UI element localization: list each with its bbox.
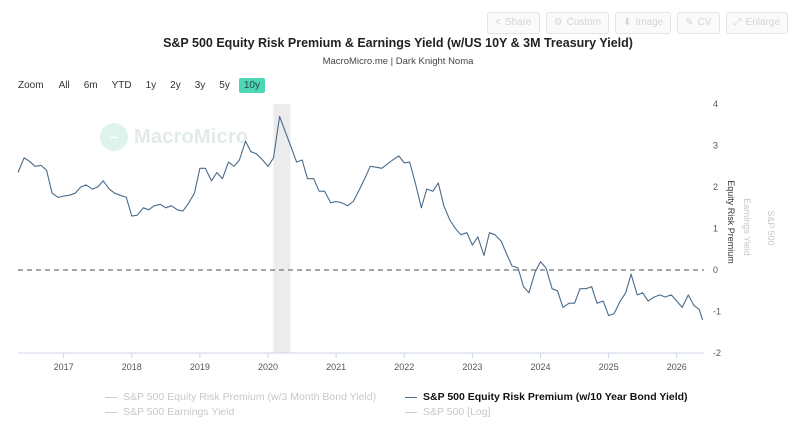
- y-tick-label: 1: [713, 224, 718, 234]
- legend-item-sp500-log[interactable]: S&P 500 [Log]: [405, 406, 491, 418]
- zoom-all-button[interactable]: All: [58, 80, 70, 91]
- gear-icon: ⚙: [553, 17, 563, 28]
- zoom-2y-button[interactable]: 2y: [170, 80, 181, 91]
- x-tick-label: 2025: [599, 362, 619, 372]
- x-tick-label: 2020: [258, 362, 278, 372]
- macromicro-logo-icon: ~: [100, 123, 128, 151]
- zoom-1y-button[interactable]: 1y: [145, 80, 157, 91]
- cv-button[interactable]: ✎ CV: [677, 12, 720, 34]
- x-tick-label: 2026: [667, 362, 687, 372]
- y-tick-label: 4: [713, 99, 718, 109]
- chart-toolbar: < Share ⚙ Custom ⬇ Image ✎ CV ⤢ Enlarge: [487, 12, 788, 34]
- share-button[interactable]: < Share: [487, 12, 540, 34]
- shaded-band: [273, 104, 291, 353]
- zoom-label: Zoom: [18, 80, 44, 91]
- zoom-bar: Zoom All 6m YTD 1y 2y 3y 5y 10y: [18, 78, 269, 93]
- y-axis-label-sp500: S&P 500: [766, 210, 776, 246]
- legend-item-earnings-yield[interactable]: S&P 500 Earnings Yield: [105, 406, 234, 418]
- zoom-5y-button[interactable]: 5y: [219, 80, 230, 91]
- zoom-ytd-button[interactable]: YTD: [111, 80, 132, 91]
- legend-item-erp-10y[interactable]: S&P 500 Equity Risk Premium (w/10 Year B…: [405, 391, 688, 403]
- zoom-3y-button[interactable]: 3y: [194, 80, 206, 91]
- zoom-10y-button[interactable]: 10y: [238, 78, 265, 93]
- zoom-6m-button[interactable]: 6m: [83, 80, 98, 91]
- x-tick-label: 2022: [394, 362, 414, 372]
- legend-label: S&P 500 Earnings Yield: [123, 406, 235, 418]
- pen-icon: ✎: [685, 17, 694, 28]
- expand-icon: ⤢: [733, 17, 742, 28]
- x-tick-label: 2018: [122, 362, 142, 372]
- y-tick-label: 3: [713, 141, 718, 151]
- enlarge-label: Enlarge: [745, 17, 780, 28]
- y-tick-label: 2: [713, 182, 718, 192]
- legend-label: S&P 500 [Log]: [423, 406, 491, 418]
- chart-title: S&P 500 Equity Risk Premium & Earnings Y…: [163, 36, 633, 50]
- legend-swatch: [405, 411, 417, 413]
- chart-subtitle: MacroMicro.me | Dark Knight Noma: [322, 56, 474, 67]
- watermark: ~ MacroMicro: [100, 123, 248, 151]
- legend-swatch: [405, 396, 417, 398]
- custom-button[interactable]: ⚙ Custom: [545, 12, 610, 34]
- cv-label: CV: [697, 17, 712, 28]
- x-tick-label: 2023: [462, 362, 482, 372]
- share-label: Share: [504, 17, 532, 28]
- y-tick-label: -1: [713, 307, 721, 317]
- series-line-erp-10y: [17, 115, 704, 320]
- download-icon: ⬇: [623, 17, 632, 28]
- y-tick-label: -2: [713, 348, 721, 358]
- watermark-text: MacroMicro: [134, 125, 249, 148]
- y-axis-label-erp: Equity Risk Premium: [726, 180, 736, 264]
- enlarge-button[interactable]: ⤢ Enlarge: [725, 12, 788, 34]
- legend-swatch: [105, 411, 117, 413]
- y-axis-label-earnings-yield: Earnings Yield: [742, 198, 752, 256]
- legend-label: S&P 500 Equity Risk Premium (w/3 Month B…: [123, 391, 377, 403]
- custom-label: Custom: [566, 17, 602, 28]
- share-icon: <: [495, 17, 501, 28]
- y-tick-label: 0: [713, 265, 718, 275]
- legend-item-erp-3m[interactable]: S&P 500 Equity Risk Premium (w/3 Month B…: [105, 391, 376, 403]
- legend-swatch: [105, 396, 117, 398]
- x-tick-label: 2021: [326, 362, 346, 372]
- x-tick-label: 2019: [190, 362, 210, 372]
- legend-label: S&P 500 Equity Risk Premium (w/10 Year B…: [423, 391, 688, 403]
- image-button[interactable]: ⬇ Image: [615, 12, 672, 34]
- x-tick-label: 2017: [54, 362, 74, 372]
- x-tick-label: 2024: [530, 362, 550, 372]
- image-label: Image: [635, 17, 664, 28]
